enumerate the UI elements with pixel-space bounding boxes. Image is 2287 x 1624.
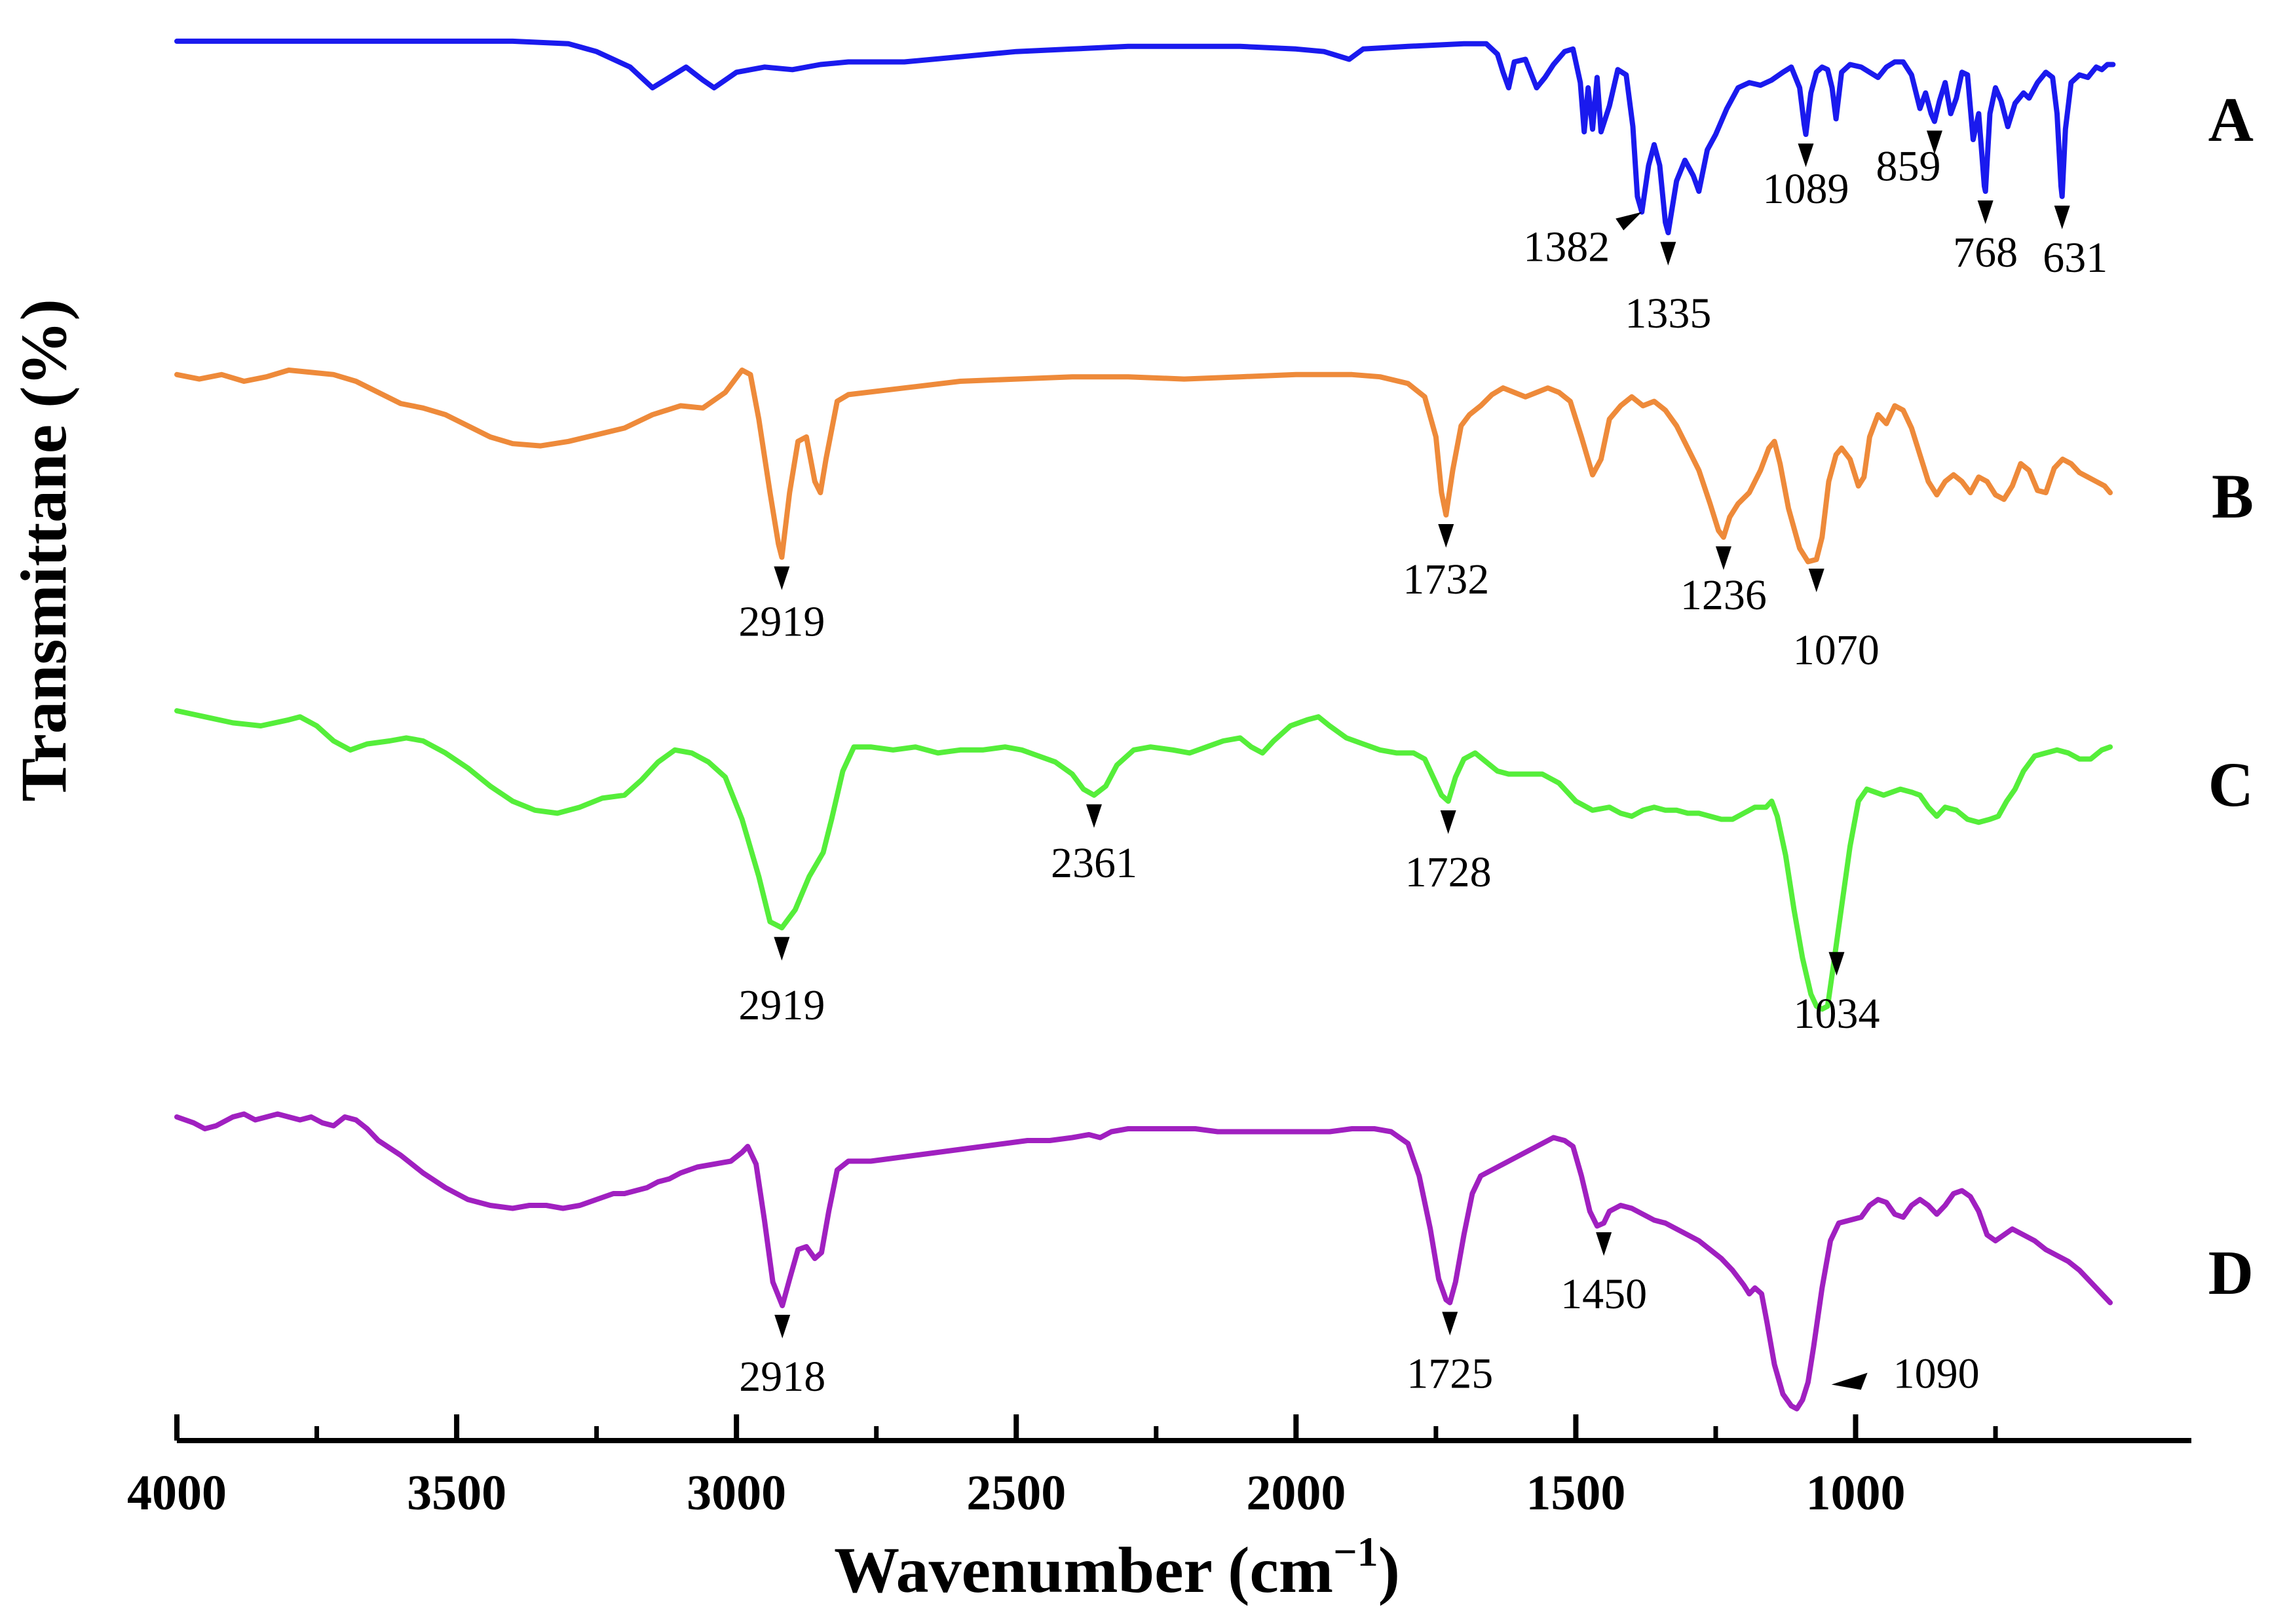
peak-label-b-2919: 2919 [738,598,825,646]
peak-arrow-b-1236 [1715,546,1731,570]
peak-arrow-c-1728 [1440,810,1456,834]
peak-label-b-1070: 1070 [1793,626,1880,674]
series-b-line [174,368,2113,565]
x-tick-label-4000: 4000 [127,1465,227,1520]
y-axis-title: Transmittane (%) [7,299,80,801]
x-axis-title-superscript: −1 [1333,1528,1378,1575]
peak-arrow-a-859 [1926,130,1942,155]
peak-arrow-d-1725 [1442,1312,1458,1336]
x-tick-label-2500: 2500 [966,1465,1066,1520]
peak-label-b-1732: 1732 [1403,556,1489,603]
peak-arrow-b-2919 [774,566,790,590]
peak-label-d-2918: 2918 [739,1353,825,1401]
x-axis-title-text: Wavenumber (cm [834,1534,1333,1606]
peak-arrow-d-1090 [1831,1372,1868,1390]
peak-arrow-b-1732 [1438,524,1454,548]
series-label-c: C [2208,749,2254,820]
peak-label-a-859: 859 [1876,142,1940,190]
peak-arrow-d-1450 [1596,1232,1612,1256]
peak-label-d-1450: 1450 [1560,1270,1647,1318]
x-axis: 4000 3500 3000 2500 2000 1500 1000 [127,1414,2191,1520]
x-axis-title: Wavenumber (cm−1) [834,1528,1400,1606]
series-labels: A B C D [2208,85,2254,1308]
peak-arrow-d-2918 [774,1315,791,1338]
peak-label-c-2919: 2919 [738,981,825,1029]
x-tick-label-3500: 3500 [407,1465,506,1520]
peak-label-a-768: 768 [1953,229,2018,276]
series-a-line [174,38,2116,236]
peak-arrow-c-2361 [1086,804,1102,828]
peak-label-a-631: 631 [2043,234,2107,282]
x-tick-label-3000: 3000 [687,1465,786,1520]
x-tick-label-1000: 1000 [1806,1465,1906,1520]
series-d-line [174,1111,2113,1412]
series-label-a: A [2208,85,2254,155]
series-curves [174,38,2116,1412]
peak-annotations: 1382 1335 1089 859 768 631 2919 1732 1236 1070 291… [738,130,2107,1401]
peak-label-a-1335: 1335 [1625,290,1711,337]
peak-label-d-1090: 1090 [1893,1350,1980,1398]
peak-label-a-1382: 1382 [1523,223,1610,271]
peak-label-b-1236: 1236 [1680,571,1767,619]
peak-label-a-1089: 1089 [1762,165,1849,213]
peak-arrow-a-768 [1977,200,1994,224]
peak-arrow-c-1034 [1828,952,1845,976]
series-label-d: D [2208,1237,2254,1308]
peak-arrow-a-1382 [1616,212,1642,231]
series-label-b: B [2212,461,2254,531]
peak-arrow-a-1335 [1660,242,1676,266]
peak-arrow-a-631 [2054,205,2070,229]
peak-label-c-2361: 2361 [1051,839,1137,887]
peak-label-d-1725: 1725 [1407,1350,1493,1398]
peak-arrow-a-1089 [1798,143,1814,168]
peak-arrow-b-1070 [1808,569,1824,592]
peak-arrow-c-2919 [774,937,790,961]
x-tick-label-2000: 2000 [1246,1465,1346,1520]
peak-label-c-1728: 1728 [1405,848,1492,896]
series-c-line [174,708,2113,1012]
x-axis-title-close: ) [1378,1534,1400,1606]
x-tick-label-1500: 1500 [1526,1465,1625,1520]
peak-label-c-1034: 1034 [1793,990,1880,1038]
